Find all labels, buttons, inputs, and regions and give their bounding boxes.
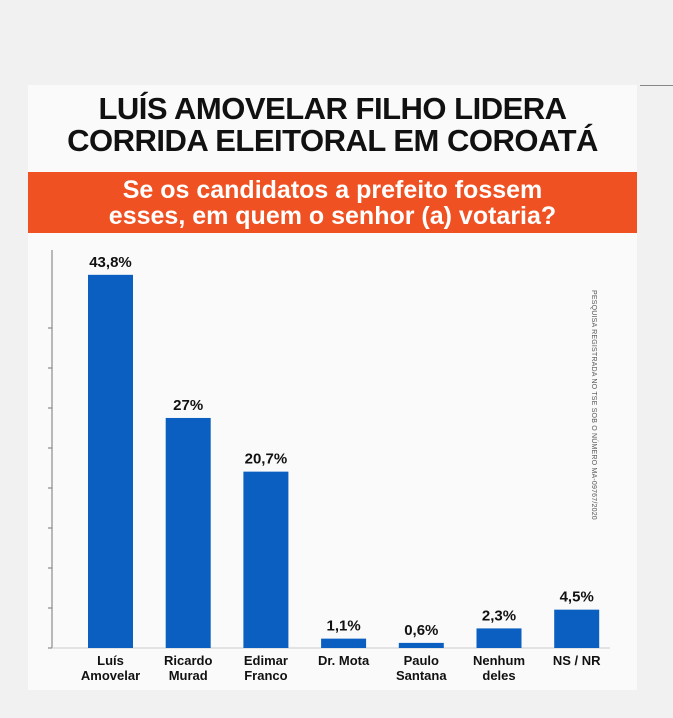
headline-line-2: CORRIDA ELEITORAL EM COROATÁ [67, 123, 598, 158]
bar [321, 638, 367, 648]
data-label: 1,1% [326, 618, 360, 635]
bar [398, 642, 444, 648]
category-label: Franco [244, 668, 287, 683]
category-label: Amovelar [81, 668, 140, 683]
bar [554, 609, 600, 648]
question-line-2: esses, em quem o senhor (a) votaria? [108, 202, 557, 230]
data-label: 27% [173, 397, 203, 414]
category-label: Dr. Mota [318, 653, 370, 668]
category-label: Nenhum [473, 653, 525, 668]
data-label: 43,8% [89, 254, 132, 271]
headline-line-1: LUÍS AMOVELAR FILHO LIDERA [98, 91, 567, 126]
category-label: Santana [396, 668, 447, 683]
category-label: Murad [169, 668, 208, 683]
category-label: Luís [97, 653, 124, 668]
bar [88, 274, 133, 648]
data-label: 2,3% [482, 607, 516, 624]
category-label: Ricardo [164, 653, 212, 668]
bar [165, 417, 211, 648]
question-banner: Se os candidatos a prefeito fossem esses… [28, 172, 637, 233]
divider-line [640, 85, 673, 86]
question-line-1: Se os candidatos a prefeito fossem [122, 176, 543, 204]
data-label: 20,7% [245, 451, 288, 468]
category-label: NS / NR [553, 653, 601, 668]
category-label: Edimar [244, 653, 288, 668]
bar [243, 471, 289, 648]
registration-note: PESQUISA REGISTRADA NO TSE SOB O NÚMERO … [590, 290, 597, 520]
data-label: 4,5% [560, 589, 594, 606]
headline: LUÍS AMOVELAR FILHO LIDERA CORRIDA ELEIT… [28, 93, 637, 157]
data-label: 0,6% [404, 622, 438, 639]
bar [476, 628, 522, 648]
category-label: deles [482, 668, 515, 683]
category-label: Paulo [404, 653, 439, 668]
